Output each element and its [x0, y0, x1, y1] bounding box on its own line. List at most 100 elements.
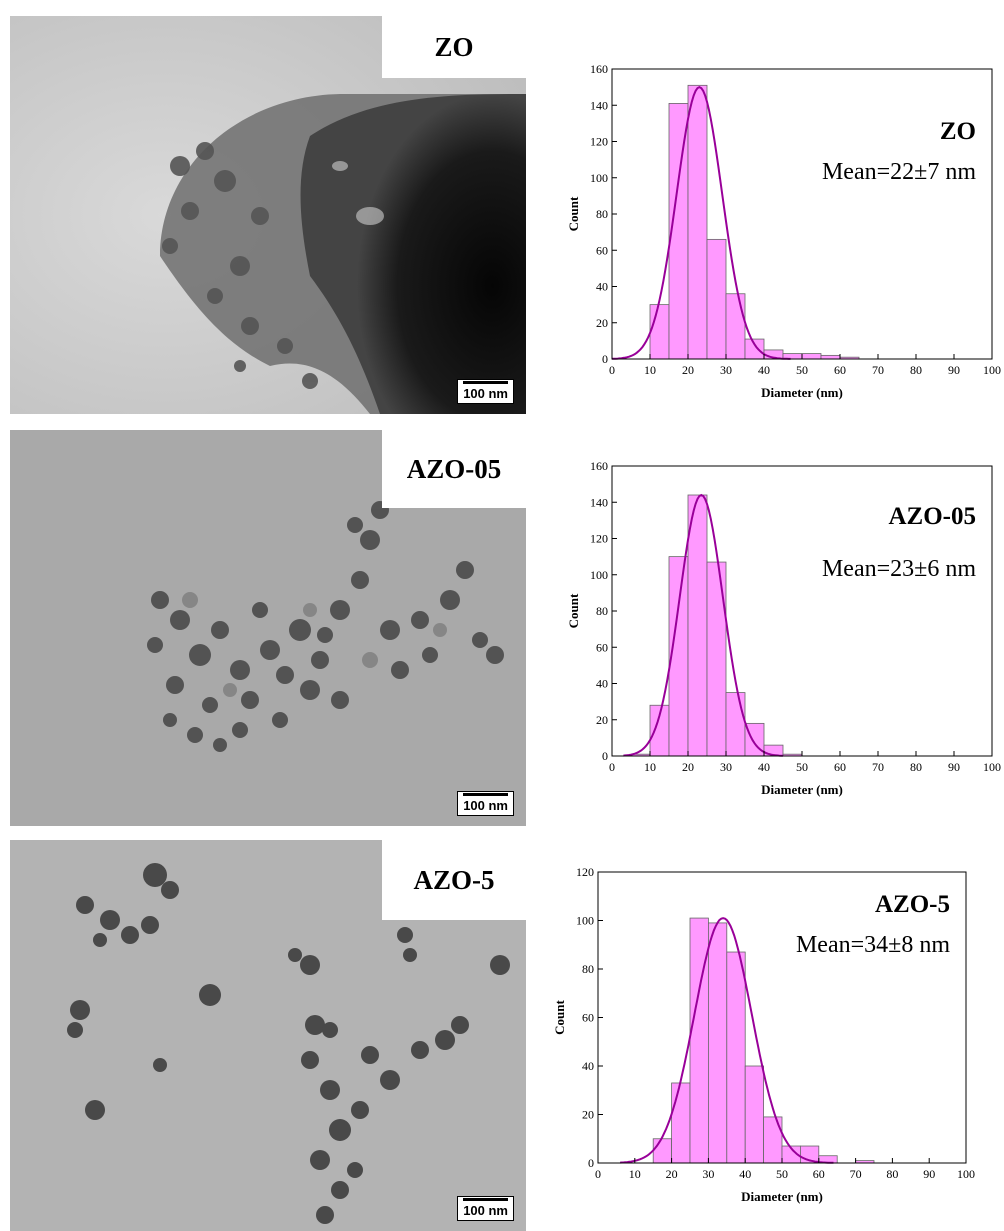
x-tick-label: 60	[834, 760, 846, 774]
x-tick-label: 50	[776, 1167, 788, 1181]
mean-annotation: Mean=34±8 nm	[796, 932, 950, 958]
x-tick-label: 60	[834, 363, 846, 377]
x-tick-label: 30	[720, 760, 732, 774]
sample-annotation: AZO-05	[889, 503, 977, 530]
histogram-bar	[652, 1138, 672, 1164]
y-tick-label: 100	[590, 171, 608, 185]
panel-row-azo-05: AZO-05 100 nm 0 10 20 30 40 50 60 70 80 90 100 0 20 4…	[0, 420, 1004, 830]
histogram-bar	[725, 293, 746, 360]
x-tick-label: 70	[872, 760, 884, 774]
scale-bar-label: 100 nm	[463, 1203, 508, 1218]
histogram-bar	[726, 951, 746, 1164]
tem-micrograph	[10, 16, 526, 414]
histogram-svg: 0 10 20 30 40 50 60 70 80 90 100 0 20 40 60 80 100 120 140…	[566, 62, 1001, 400]
y-tick-label: 140	[590, 98, 608, 112]
histogram-azo-5: 0 10 20 30 40 50 60 70 80 90 100 0 20 40 60 80 100 120 Dia…	[548, 865, 998, 1231]
y-tick-label: 40	[596, 677, 608, 691]
y-tick-label: 120	[576, 865, 594, 879]
y-tick-label: 20	[596, 713, 608, 727]
scale-bar: 100 nm	[457, 1196, 514, 1221]
x-tick-label: 20	[666, 1167, 678, 1181]
y-tick-label: 60	[596, 640, 608, 654]
x-tick-label: 10	[629, 1167, 641, 1181]
histogram-bar	[820, 354, 841, 360]
histogram-bar	[671, 1082, 691, 1164]
histogram-bar	[706, 561, 727, 757]
y-tick-label: 100	[576, 914, 594, 928]
x-axis-label: Diameter (nm)	[741, 1189, 823, 1204]
x-tick-label: 80	[886, 1167, 898, 1181]
y-axis-label: Count	[552, 999, 567, 1034]
y-tick-label: 0	[602, 352, 608, 366]
y-tick-label: 20	[596, 316, 608, 330]
scale-bar-line	[463, 381, 508, 384]
x-tick-label: 50	[796, 760, 808, 774]
x-tick-label: 10	[644, 760, 656, 774]
y-tick-label: 160	[590, 62, 608, 76]
scale-bar: 100 nm	[457, 379, 514, 404]
x-tick-label: 0	[609, 363, 615, 377]
x-tick-label: 100	[957, 1167, 975, 1181]
gaussian-fit-line	[620, 917, 834, 1164]
x-tick-label: 60	[813, 1167, 825, 1181]
x-tick-label: 20	[682, 760, 694, 774]
mean-annotation: Mean=22±7 nm	[822, 159, 976, 185]
histogram-bar	[763, 1116, 783, 1164]
x-tick-label: 30	[720, 363, 732, 377]
x-tick-label: 90	[923, 1167, 935, 1181]
scale-bar-label: 100 nm	[463, 798, 508, 813]
scale-bar-line	[463, 793, 508, 796]
y-tick-label: 100	[590, 568, 608, 582]
gaussian-fit-line	[623, 493, 784, 757]
x-tick-label: 100	[983, 760, 1001, 774]
y-tick-label: 40	[582, 1059, 594, 1073]
y-tick-label: 160	[590, 459, 608, 473]
x-tick-label: 20	[682, 363, 694, 377]
y-tick-label: 60	[596, 243, 608, 257]
x-tick-label: 0	[595, 1167, 601, 1181]
histogram-bar	[687, 494, 708, 757]
y-tick-label: 80	[596, 604, 608, 618]
x-tick-label: 100	[983, 363, 1001, 377]
scale-bar: 100 nm	[457, 791, 514, 816]
histogram-zo: 0 10 20 30 40 50 60 70 80 90 100 0 20 40 60 80 100 120 140…	[560, 55, 1001, 420]
x-axis-label: Diameter (nm)	[761, 385, 843, 400]
y-axis-label: Count	[566, 593, 581, 628]
x-tick-label: 70	[872, 363, 884, 377]
y-tick-label: 40	[596, 280, 608, 294]
x-tick-label: 40	[758, 363, 770, 377]
histogram-bar	[744, 338, 765, 360]
tem-sample-label: AZO-5	[382, 840, 526, 920]
y-tick-label: 60	[582, 1011, 594, 1025]
panel-row-azo-5: AZO-5 100 nm 0 10 20 30 40 50 60 70 80 90 100 0 20 40…	[0, 830, 1004, 1231]
x-tick-label: 70	[850, 1167, 862, 1181]
panel-row-zo: ZO 100 nm 0 10 20 30 40 50 60 70 80 90 100 0 20 40 60 8…	[0, 0, 1004, 420]
x-tick-label: 90	[948, 363, 960, 377]
histogram-azo-05: 0 10 20 30 40 50 60 70 80 90 100 0 20 40 60 80 100 120 140…	[560, 459, 1001, 825]
histogram-bar	[706, 238, 727, 360]
histogram-bar	[801, 353, 822, 360]
tem-sample-label: ZO	[382, 16, 526, 78]
x-tick-label: 30	[702, 1167, 714, 1181]
histogram-bar	[689, 917, 709, 1164]
tem-image-zo: ZO 100 nm	[10, 16, 526, 414]
scale-bar-label: 100 nm	[463, 386, 508, 401]
tem-sample-label: AZO-05	[382, 430, 526, 508]
sample-annotation: AZO-5	[875, 891, 950, 918]
tem-micrograph	[10, 430, 526, 826]
x-tick-label: 80	[910, 363, 922, 377]
y-tick-label: 120	[590, 532, 608, 546]
histogram-svg: 0 10 20 30 40 50 60 70 80 90 100 0 20 40 60 80 100 120 140…	[566, 459, 1001, 797]
x-axis-label: Diameter (nm)	[761, 782, 843, 797]
y-tick-label: 80	[582, 962, 594, 976]
y-tick-label: 80	[596, 207, 608, 221]
y-tick-label: 20	[582, 1108, 594, 1122]
mean-annotation: Mean=23±6 nm	[822, 556, 976, 582]
x-tick-label: 0	[609, 760, 615, 774]
histogram-bar	[707, 922, 728, 1164]
tem-image-azo-5: AZO-5 100 nm	[10, 840, 526, 1231]
x-tick-label: 10	[644, 363, 656, 377]
x-tick-label: 90	[948, 760, 960, 774]
histogram-bar	[725, 692, 746, 757]
scale-bar-line	[463, 1198, 508, 1201]
